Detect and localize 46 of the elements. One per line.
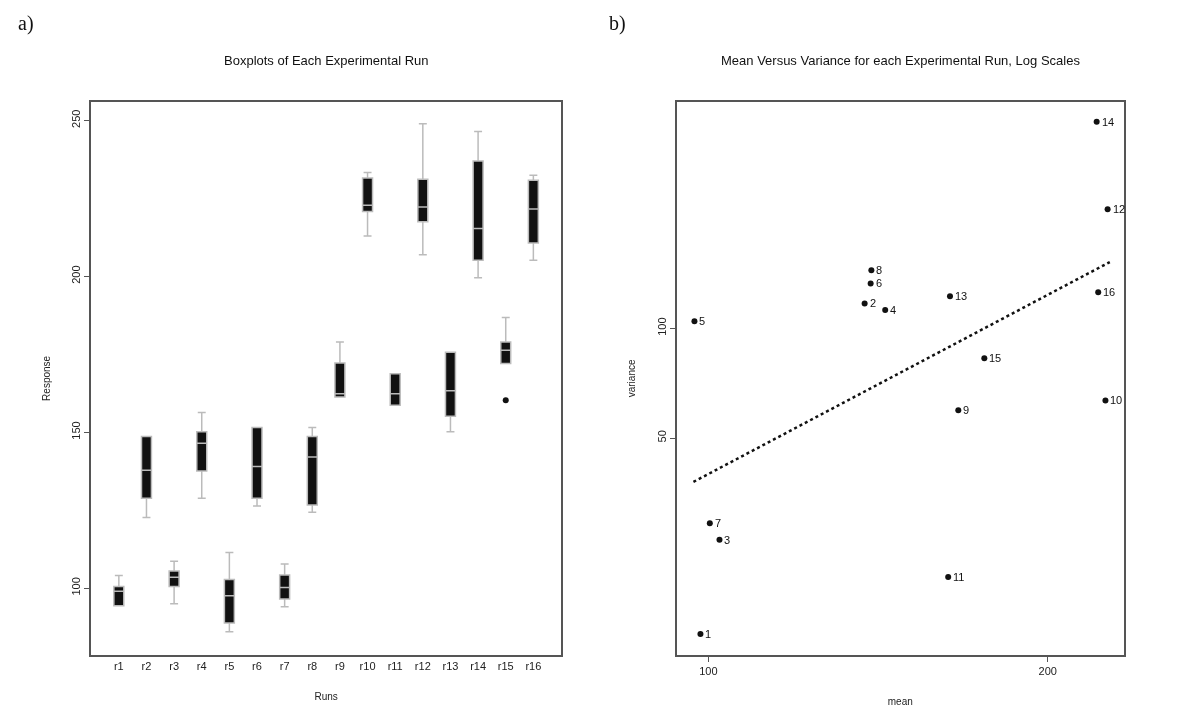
x-tick-label: r5	[224, 660, 235, 673]
text: b)	[609, 12, 626, 35]
x-tick-label: r1	[113, 660, 124, 673]
y-axis-title: variance	[626, 359, 638, 398]
text: a)	[18, 12, 34, 35]
y-tick-label: 150	[70, 421, 83, 440]
y-tick-label: 200	[70, 265, 83, 284]
x-tick-label: r11	[387, 660, 403, 673]
annotation: 14	[1102, 116, 1115, 128]
x-tick-label: r15	[497, 660, 514, 673]
x-axis-title: mean	[887, 696, 913, 708]
annotation: 8	[876, 264, 883, 276]
x-tick-label: r12	[414, 660, 431, 673]
annotation: 10	[1110, 394, 1123, 406]
annotation: 7	[715, 517, 722, 529]
x-axis-title: Runs	[314, 691, 338, 703]
x-tick-label: r3	[169, 660, 179, 673]
y-tick-label: 250	[70, 109, 83, 128]
x-tick-label: r9	[335, 660, 345, 673]
x-tick-label: r14	[470, 660, 487, 673]
annotation: 15	[989, 352, 1002, 364]
annotation: 3	[724, 534, 731, 546]
x-tick-label: r2	[141, 660, 152, 673]
x-tick-label: 100	[699, 665, 718, 678]
x-tick-label: r7	[279, 660, 290, 673]
x-tick-label: r6	[252, 660, 262, 673]
annotation: 13	[955, 290, 968, 302]
annotation: 16	[1103, 286, 1116, 298]
annotation: 9	[963, 404, 970, 416]
x-tick-label: r13	[442, 660, 459, 673]
annotation: 1	[705, 628, 712, 640]
annotation: 2	[870, 297, 877, 309]
chart-title: Mean Versus Variance for each Experimental Run, Log Scales	[721, 53, 1081, 68]
x-tick-label: r8	[307, 660, 318, 673]
x-tick-label: r10	[359, 660, 376, 673]
y-tick-label: 100	[70, 577, 83, 596]
x-tick-label: r4	[196, 660, 207, 673]
x-tick-label: 200	[1038, 665, 1057, 678]
chart-title: Boxplots of Each Experimental Run	[224, 53, 429, 68]
annotation: 4	[890, 304, 897, 316]
annotation: 11	[953, 571, 965, 583]
y-tick-label: 50	[655, 430, 668, 443]
x-tick-label: r16	[525, 660, 542, 673]
annotation: 6	[876, 277, 883, 289]
y-axis-title: Response	[40, 355, 52, 401]
annotation: 5	[699, 315, 706, 327]
